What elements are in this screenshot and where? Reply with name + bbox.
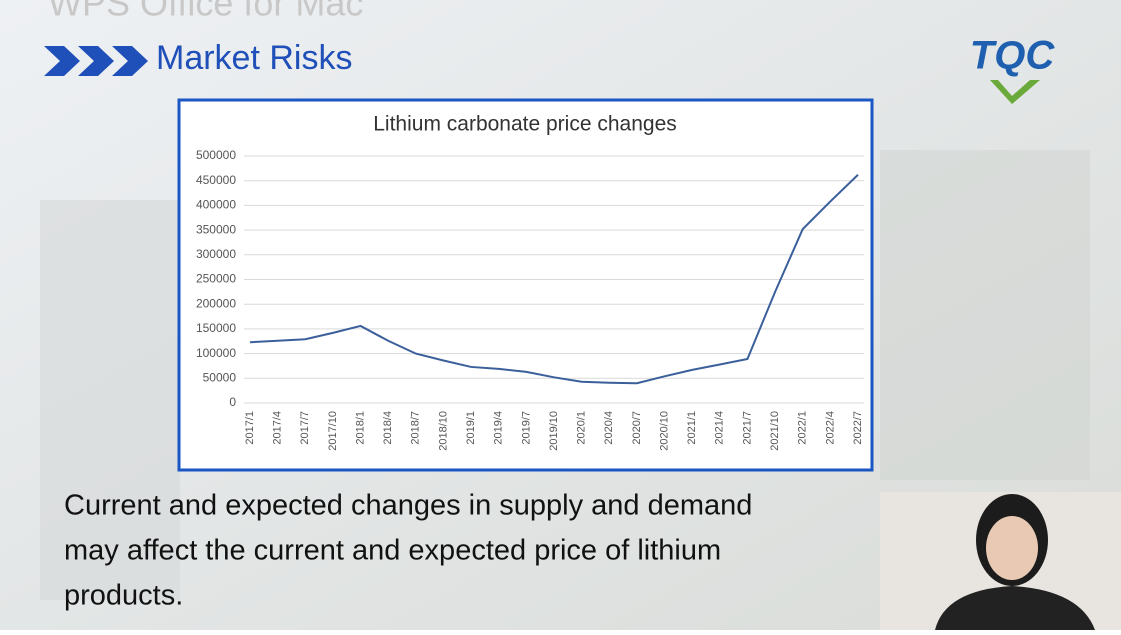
y-tick-label: 50000 (203, 370, 237, 384)
webcam-person-face (986, 516, 1038, 580)
x-tick-label: 2021/7 (741, 411, 753, 445)
y-tick-label: 500000 (196, 148, 236, 162)
x-tick-label: 2017/10 (327, 411, 339, 451)
x-tick-label: 2018/4 (382, 411, 394, 445)
x-tick-label: 2019/4 (493, 411, 505, 445)
y-tick-label: 350000 (196, 222, 236, 236)
y-tick-label: 150000 (196, 321, 236, 335)
x-tick-label: 2021/1 (686, 411, 698, 445)
x-tick-label: 2018/10 (437, 411, 449, 451)
body-text: products. (64, 580, 183, 612)
logo: TQC (970, 34, 1056, 78)
x-tick-label: 2022/4 (824, 411, 836, 445)
logo-check (990, 80, 1040, 104)
webcam-person-body (935, 586, 1095, 630)
body-text: Current and expected changes in supply a… (64, 490, 752, 522)
body-text: may affect the current and expected pric… (64, 535, 721, 567)
y-tick-label: 400000 (196, 198, 236, 212)
x-tick-label: 2021/10 (769, 411, 781, 451)
x-tick-label: 2021/4 (714, 411, 726, 445)
y-tick-label: 100000 (196, 346, 236, 360)
y-tick-label: 300000 (196, 247, 236, 261)
chart-frame (177, 98, 874, 472)
y-tick-label: 0 (229, 395, 236, 409)
window-title: WPS Office for Mac (48, 0, 363, 24)
data-line (249, 174, 859, 385)
x-tick-label: 2019/7 (520, 411, 532, 445)
y-tick-label: 250000 (196, 272, 236, 286)
x-tick-label: 2019/1 (465, 411, 477, 445)
x-tick-label: 2020/7 (631, 411, 643, 445)
x-tick-label: 2018/7 (410, 411, 422, 445)
y-tick-label: 200000 (196, 296, 236, 310)
x-tick-label: 2020/4 (603, 411, 615, 445)
x-tick-label: 2020/1 (576, 411, 588, 445)
x-tick-label: 2022/7 (852, 411, 864, 445)
x-tick-label: 2018/1 (354, 411, 366, 445)
x-tick-label: 2017/1 (244, 411, 256, 445)
background-building (40, 200, 180, 600)
x-tick-label: 2020/10 (658, 411, 670, 451)
x-tick-label: 2017/4 (272, 411, 284, 445)
x-tick-label: 2017/7 (299, 411, 311, 445)
background-city (880, 150, 1090, 480)
chart-title: Lithium carbonate price changes (373, 113, 677, 136)
x-tick-label: 2022/1 (797, 411, 809, 445)
title-chevrons (44, 46, 148, 76)
slide-title: Market Risks (156, 39, 352, 77)
x-tick-label: 2019/10 (548, 411, 560, 451)
y-tick-label: 450000 (196, 173, 236, 187)
